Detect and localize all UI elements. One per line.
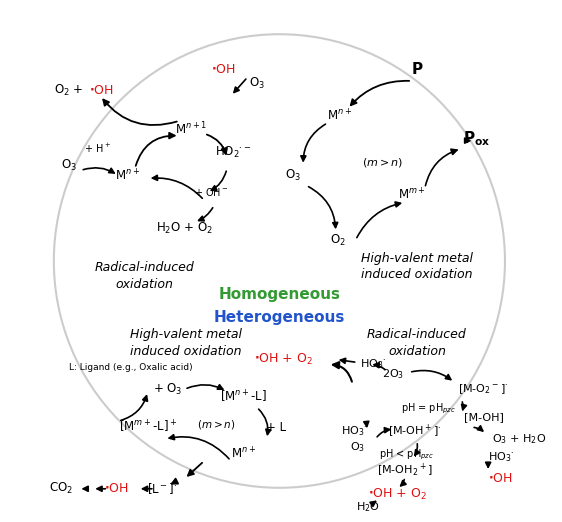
Text: + OH$^-$: + OH$^-$ (194, 186, 229, 198)
Text: Heterogeneous: Heterogeneous (214, 310, 345, 325)
Text: + H$^+$: + H$^+$ (84, 142, 111, 155)
Text: O$_2$ +: O$_2$ + (54, 84, 84, 99)
Text: $\mathbf{\cdot}$OH: $\mathbf{\cdot}$OH (104, 482, 129, 495)
Text: + L: + L (266, 421, 287, 434)
Text: M$^{m+}$: M$^{m+}$ (398, 188, 426, 203)
Text: $\mathbf{\cdot}$OH: $\mathbf{\cdot}$OH (89, 85, 114, 98)
Text: induced oxidation: induced oxidation (361, 268, 473, 281)
Text: O$_2$: O$_2$ (330, 233, 346, 247)
Text: High-valent metal: High-valent metal (361, 252, 473, 265)
Text: 2O$_3$: 2O$_3$ (382, 367, 404, 381)
Text: O$_3$: O$_3$ (350, 440, 365, 454)
Text: [M$^{n+}$-L]: [M$^{n+}$-L] (220, 389, 267, 406)
Text: $\mathbf{\cdot}$OH: $\mathbf{\cdot}$OH (488, 472, 513, 485)
Text: M$^{n+}$: M$^{n+}$ (231, 446, 256, 461)
Text: $\mathbf{\cdot}$OH + O$_2$: $\mathbf{\cdot}$OH + O$_2$ (254, 352, 313, 367)
Text: $(m > n)$: $(m > n)$ (197, 418, 236, 431)
Text: $\mathbf{\cdot}$OH: $\mathbf{\cdot}$OH (211, 63, 235, 76)
Text: H$_2$O + O$_2$: H$_2$O + O$_2$ (156, 221, 213, 236)
Text: O$_3$: O$_3$ (285, 168, 301, 183)
Text: L: Ligand (e.g., Oxalic acid): L: Ligand (e.g., Oxalic acid) (69, 363, 192, 372)
Text: $\mathbf{\cdot}$OH + O$_2$: $\mathbf{\cdot}$OH + O$_2$ (368, 487, 427, 502)
Text: $(m > n)$: $(m > n)$ (361, 156, 403, 169)
Text: + O$_3$: + O$_3$ (153, 382, 182, 397)
Text: M$^{n+}$: M$^{n+}$ (115, 168, 140, 183)
Text: O$_3$: O$_3$ (249, 75, 265, 90)
Text: [L$^-$]$^{\cdot}$: [L$^-$]$^{\cdot}$ (147, 481, 176, 496)
Text: [M$^{m+}$-L]$^+$: [M$^{m+}$-L]$^+$ (119, 419, 177, 435)
Text: [M-OH]: [M-OH] (464, 412, 504, 422)
Text: HO$_3$$^{\cdot}$: HO$_3$$^{\cdot}$ (360, 358, 387, 371)
Text: Homogeneous: Homogeneous (219, 287, 341, 302)
Text: P: P (411, 62, 423, 77)
Text: HO$_3$$^{\cdot}$: HO$_3$$^{\cdot}$ (341, 424, 368, 438)
Text: Radical-induced: Radical-induced (367, 328, 467, 341)
Text: oxidation: oxidation (116, 278, 174, 291)
Text: O$_3$ + H$_2$O: O$_3$ + H$_2$O (492, 432, 546, 446)
Text: P$_{\mathbf{ox}}$: P$_{\mathbf{ox}}$ (463, 129, 490, 148)
Text: induced oxidation: induced oxidation (130, 345, 242, 358)
Text: pH < pH$_{pzc}$: pH < pH$_{pzc}$ (379, 448, 434, 462)
Text: [M-OH$_2$$^+$]: [M-OH$_2$$^+$] (377, 462, 433, 479)
Text: CO$_2$: CO$_2$ (49, 481, 72, 496)
Text: High-valent metal: High-valent metal (130, 328, 242, 341)
Text: HO$_2$$^{\cdot-}$: HO$_2$$^{\cdot-}$ (215, 145, 251, 160)
Text: H$_2$O: H$_2$O (356, 500, 379, 514)
Text: HO$_3$$^{\cdot}$: HO$_3$$^{\cdot}$ (488, 450, 514, 464)
Text: pH = pH$_{pzc}$: pH = pH$_{pzc}$ (401, 402, 456, 417)
Text: O$_3$: O$_3$ (61, 158, 76, 173)
Text: [M-O$_2$$^-$]$^{\cdot}$: [M-O$_2$$^-$]$^{\cdot}$ (459, 383, 509, 396)
Text: M$^{n+}$: M$^{n+}$ (327, 108, 352, 123)
Text: M$^{n+1}$: M$^{n+1}$ (175, 121, 207, 137)
Text: oxidation: oxidation (388, 345, 446, 358)
Text: Radical-induced: Radical-induced (95, 262, 194, 275)
Text: [M-OH$^+$]$^{\cdot}$: [M-OH$^+$]$^{\cdot}$ (388, 422, 442, 440)
